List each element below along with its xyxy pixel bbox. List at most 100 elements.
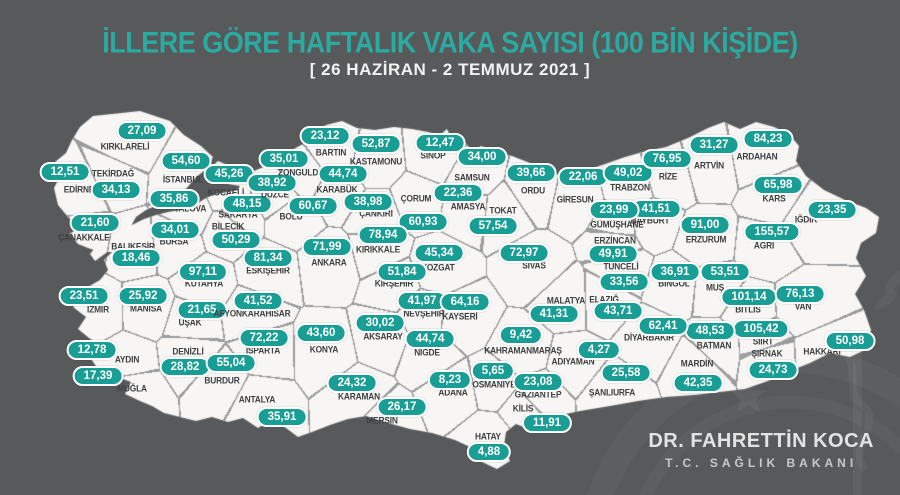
province-label: NİĞDE [414, 347, 440, 359]
province-value-badge: 39,66 [505, 163, 557, 183]
province-label: DİYARBAKIR [624, 332, 674, 344]
province-value-badge: 35,01 [258, 149, 310, 169]
province-label: ŞIRNAK [751, 348, 783, 360]
province-label: GÜMÜŞHANE [590, 219, 644, 231]
province-label: BURDUR [204, 375, 240, 387]
province-value-badge: 45,26 [203, 164, 255, 184]
province-label: ERZURUM [685, 234, 727, 246]
province-value-badge: 41,52 [232, 291, 284, 311]
province-label: MALATYA [546, 295, 586, 307]
province-label: KIRKLARELİ [100, 141, 150, 153]
province-value-badge: 28,82 [159, 357, 211, 377]
province-value-badge: 50,29 [210, 230, 262, 250]
province-label: VAN [794, 301, 812, 313]
province-value-badge: 64,16 [439, 292, 491, 312]
province-value-badge: 12,78 [66, 340, 118, 360]
province-label: KASTAMONU [349, 156, 403, 168]
province-label: SAKARYA [218, 209, 258, 221]
province-label: KIRŞEHİR [374, 278, 414, 290]
province-label: SİİRT [752, 336, 774, 348]
province-label: ORDU [521, 185, 545, 197]
province-label: BAYBURT [630, 215, 670, 227]
province-value-badge: 81,34 [242, 248, 294, 268]
province-value-badge: 76,13 [774, 284, 826, 304]
province-value-badge: 21,60 [69, 213, 121, 233]
page-title: İLLERE GÖRE HAFTALIK VAKA SAYISI (100 Bİ… [102, 26, 798, 60]
province-value-badge: 8,23 [427, 370, 473, 390]
province-value-badge: 24,73 [747, 360, 799, 380]
province-value-badge: 44,74 [317, 164, 369, 184]
province-value-badge: 38,92 [246, 173, 298, 193]
province-value-badge: 23,35 [806, 200, 858, 220]
province-label: BOLU [279, 211, 303, 223]
province-label: ARDAHAN [736, 151, 778, 163]
province-value-badge: 44,74 [404, 329, 456, 349]
province-label: ISPARTA [245, 345, 281, 357]
minister-name: DR. FAHRETTİN KOCA [648, 430, 874, 452]
province-value-badge: 17,39 [72, 366, 124, 386]
province-label: BALIKESİR [111, 241, 155, 253]
province-value-badge: 36,91 [649, 262, 701, 282]
province-value-badge: 4,88 [466, 442, 512, 462]
province-value-badge: 24,32 [326, 373, 378, 393]
province-value-badge: 78,94 [357, 225, 409, 245]
province-value-badge: 49,91 [587, 244, 639, 264]
province-value-badge: 22,36 [432, 183, 484, 203]
signature-block: DR. FAHRETTİN KOCA T.C. SAĞLIK BAKANI [648, 430, 874, 470]
province-value-badge: 45,34 [413, 243, 465, 263]
province-value-badge: 105,42 [732, 319, 790, 339]
province-label: KARABÜK [316, 184, 358, 196]
province-label: BARTIN [315, 147, 347, 159]
province-value-badge: 34,01 [149, 220, 201, 240]
province-value-badge: 97,11 [177, 262, 229, 282]
province-label: ARTVİN [693, 160, 725, 172]
province-value-badge: 22,06 [557, 167, 609, 187]
province-value-badge: 43,71 [592, 301, 644, 321]
province-value-badge: 101,14 [720, 287, 778, 307]
province-label: ERZİNCAN [594, 235, 636, 247]
province-label: AYDIN [114, 354, 140, 366]
province-value-badge: 41,97 [396, 291, 448, 311]
province-label: TUNCELİ [603, 261, 639, 273]
province-value-badge: 57,54 [467, 216, 519, 236]
province-label: AKSARAY [363, 331, 403, 343]
province-value-badge: 27,09 [116, 121, 168, 141]
province-value-badge: 72,22 [238, 328, 290, 348]
province-value-badge: 4,27 [576, 340, 622, 360]
province-value-badge: 60,93 [397, 212, 449, 232]
province-value-badge: 35,91 [256, 407, 308, 427]
province-value-badge: 38,98 [342, 192, 394, 212]
province-label: KOCAELİ [207, 187, 245, 199]
province-value-badge: 71,99 [301, 237, 353, 257]
province-value-badge: 11,91 [521, 413, 573, 433]
province-value-badge: 48,15 [221, 194, 273, 214]
province-label: AFYONKARAHİSAR [213, 308, 291, 320]
province-label: EDİRNE [63, 184, 95, 196]
province-value-badge: 54,60 [160, 151, 212, 171]
province-label: ÇANAKKALE [58, 232, 110, 244]
province-value-badge: 91,00 [679, 215, 731, 235]
province-value-badge: 41,31 [528, 304, 580, 324]
province-label: ZONGULDAK [278, 167, 330, 179]
province-label: GAZİANTEP [514, 389, 562, 401]
province-value-badge: 23,99 [588, 200, 640, 220]
province-label: KARS [762, 193, 786, 205]
province-value-badge: 25,58 [600, 363, 652, 383]
province-value-badge: 25,92 [117, 286, 169, 306]
province-label: YOZGAT [421, 262, 455, 274]
province-label: KONYA [309, 344, 339, 356]
province-label: BATMAN [696, 340, 732, 352]
province-value-badge: 23,51 [58, 286, 110, 306]
province-label: İSTANBUL [162, 174, 204, 186]
province-label: ANKARA [311, 257, 347, 269]
province-value-badge: 26,17 [376, 397, 428, 417]
province-label: TEKİRDAĞ [91, 168, 135, 180]
province-value-badge: 23,08 [512, 372, 564, 392]
province-label: GİRESUN [556, 194, 594, 206]
province-label: SİVAS [522, 260, 546, 272]
province-value-badge: 12,47 [414, 133, 466, 153]
province-label: ŞANLIURFA [588, 387, 636, 399]
province-value-badge: 53,51 [699, 262, 751, 282]
province-value-badge: 65,98 [752, 175, 804, 195]
